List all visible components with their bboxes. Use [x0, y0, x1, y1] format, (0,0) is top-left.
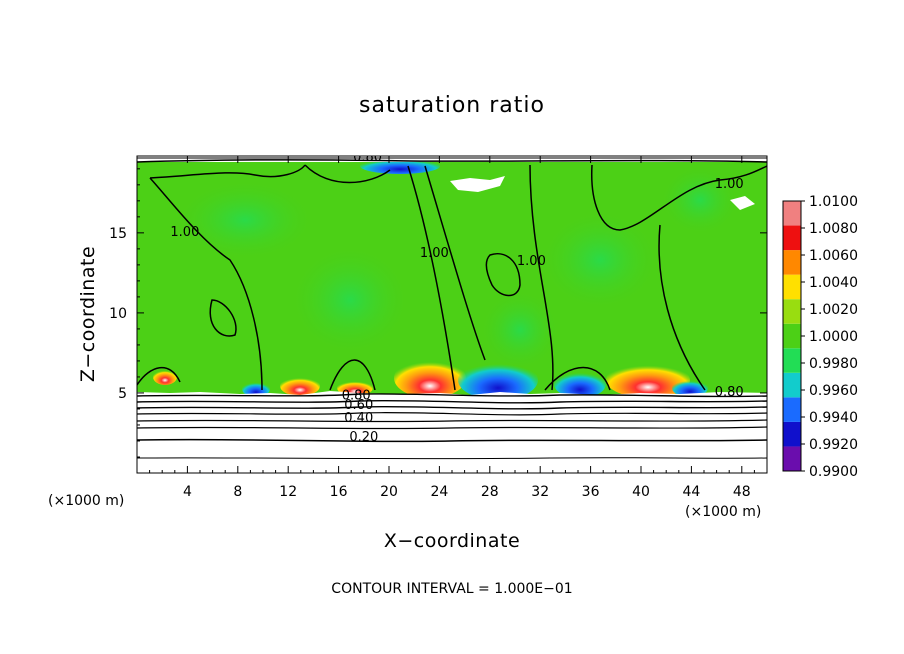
colorbar-label: 1.0040: [809, 275, 858, 291]
contour-interval-note: CONTOUR INTERVAL = 1.000E−01: [331, 581, 572, 597]
x-unit-label: (×1000 m): [685, 504, 761, 520]
x-tick-label: 8: [233, 484, 242, 500]
colorbar-label: 0.9960: [809, 383, 858, 399]
y-tick-label: 5: [118, 386, 127, 402]
colorbar: 0.9900 0.9920 0.9940 0.9960 0.9980 1.0000 1.00…: [782, 194, 858, 480]
y-tick-label: 15: [109, 226, 127, 242]
lower-contours: [137, 393, 767, 460]
colorbar-swatch: [783, 372, 801, 398]
colorbar-swatch: [783, 201, 801, 226]
colorbar-swatch: [783, 274, 801, 300]
x-tick-label: 32: [531, 484, 549, 500]
x-tick-label: 24: [430, 484, 448, 500]
colorbar-swatch: [783, 250, 801, 275]
chart-title: saturation ratio: [359, 93, 545, 118]
contour-label: 0.20: [349, 430, 378, 445]
contour-label: 0.60: [344, 398, 373, 413]
colorbar-swatch: [783, 348, 801, 373]
x-tick-label: 20: [380, 484, 398, 500]
colorbar-label: 1.0020: [809, 302, 858, 318]
colorbar-label: 1.0100: [809, 194, 858, 210]
x-axis-label: X−coordinate: [384, 530, 520, 552]
contour-label: 0.40: [344, 411, 373, 426]
x-axis: 4 8 12 16 20 24 28 32 36 40 44 48: [149, 156, 755, 500]
saturation-field: [137, 156, 767, 473]
x-tick-label: 36: [582, 484, 600, 500]
contour-lines: [137, 157, 767, 391]
colorbar-swatch: [783, 421, 801, 447]
colorbar-label: 0.9980: [809, 356, 858, 372]
colorbar-label: 1.0060: [809, 248, 858, 264]
contour-labels: 0.801.001.001.001.000.800.600.400.200.80: [170, 150, 744, 445]
y-unit-label: (×1000 m): [48, 493, 124, 509]
y-tick-label: 10: [109, 306, 127, 322]
contour-label: 1.00: [517, 254, 546, 269]
contour-label: 1.00: [715, 177, 744, 192]
contour-label: 0.80: [342, 388, 371, 403]
x-tick-label: 28: [481, 484, 499, 500]
x-tick-label: 16: [330, 484, 348, 500]
colorbar-label: 0.9920: [809, 437, 858, 453]
colorbar-swatch: [783, 446, 801, 471]
x-tick-label: 12: [279, 484, 297, 500]
x-tick-label: 48: [733, 484, 751, 500]
contour-label: 1.00: [170, 225, 199, 240]
y-axis-label: Z−coordinate: [77, 246, 99, 382]
contour-label: 1.00: [420, 246, 449, 261]
colorbar-swatch: [783, 397, 801, 422]
x-tick-label: 4: [183, 484, 192, 500]
plot-area: 0.801.001.001.001.000.800.600.400.200.80: [137, 150, 767, 473]
contour-label: 0.80: [353, 150, 382, 165]
x-tick-label: 40: [632, 484, 650, 500]
x-tick-label: 44: [682, 484, 700, 500]
colorbar-swatch: [783, 323, 801, 349]
colorbar-swatch: [783, 299, 801, 324]
colorbar-label: 0.9900: [809, 464, 858, 480]
colorbar-swatch: [783, 225, 801, 251]
contour-label: 0.80: [715, 385, 744, 400]
colorbar-label: 1.0000: [809, 329, 858, 345]
y-axis: 5 10 15: [109, 168, 767, 458]
colorbar-label: 0.9940: [809, 410, 858, 426]
colorbar-label: 1.0080: [809, 221, 858, 237]
